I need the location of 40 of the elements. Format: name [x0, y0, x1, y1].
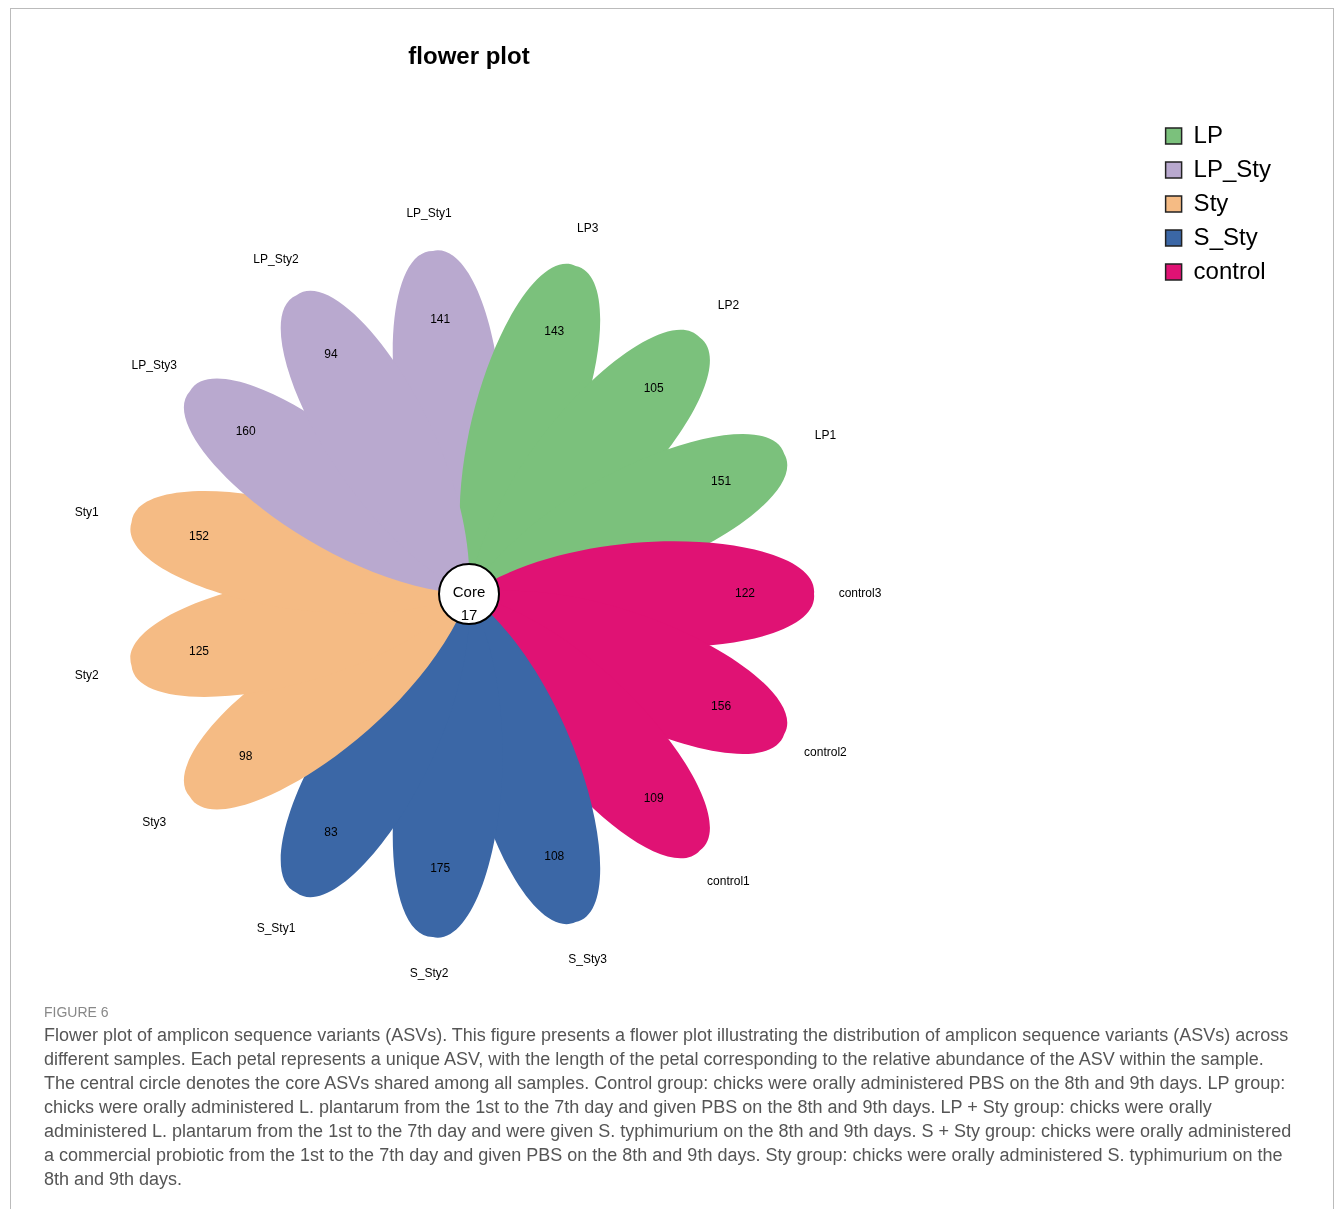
category-label: LP2 — [717, 298, 740, 313]
category-label: S_Sty2 — [409, 966, 449, 981]
data-label: 151 — [711, 474, 732, 489]
category-label: LP_Sty1 — [406, 206, 453, 221]
data-label: 156 — [711, 698, 732, 713]
category-label: LP3 — [577, 221, 599, 236]
category-label: Sty3 — [142, 815, 167, 830]
data-label: 94 — [324, 347, 338, 362]
data-label: 160 — [235, 424, 257, 439]
text: 17 — [460, 606, 478, 624]
caption: FIGURE 6 — [44, 1004, 109, 1020]
legend-label: Sty — [1193, 188, 1229, 216]
data-label: 122 — [734, 586, 756, 601]
data-label: 152 — [189, 528, 210, 543]
data-label: 108 — [544, 848, 565, 863]
category-label: Sty2 — [74, 667, 100, 682]
category-label: control2 — [804, 744, 848, 759]
category-label: Sty1 — [74, 505, 100, 520]
category-label: LP_Sty3 — [131, 357, 178, 372]
text: Flower plot of amplicon sequence variants (ASVs). This figure presents a flower plot illustrating the distribution of amplicon sequence variants (ASVs) across different samples. Each petal represents a unique ASV, with the length of the petal corresponding to the relative abundance of the ASV within the sample. The central circle denotes the core ASVs shared among all samples. Control group: chicks were orally administered PBS on the 8th and 9th days. LP group: chicks were orally administered L. plantarum from the 1st to the 7th day and given PBS on the 8th and 9th days. LP + Sty group: chicks were orally administered L. plantarum from the 1st to the 7th day and were given S. typhimurium on the 8th and 9th days. S + Sty group: chicks were orally administered a commercial probiotic from the 1st to the 7th day and given PBS on the 8th and 9th days. Sty group: chicks were orally administered S. typhimurium on the 8th and 9th days. — [44, 1024, 1293, 1191]
text: flower plot — [408, 41, 530, 69]
category-label: control1 — [707, 874, 751, 889]
text: Core — [452, 583, 486, 601]
category-label: LP_Sty2 — [253, 252, 299, 267]
category-label: control3 — [838, 586, 882, 601]
legend-label: LP — [1193, 120, 1223, 148]
legend-label: S_Sty — [1193, 222, 1258, 250]
category-label: LP1 — [814, 427, 837, 442]
legend-label: control — [1193, 256, 1266, 284]
data-label: 105 — [643, 381, 665, 396]
data-label: 143 — [544, 323, 565, 338]
category-label: S_Sty3 — [568, 951, 608, 966]
data-label: 125 — [189, 643, 210, 658]
legend-label: LP_Sty — [1193, 154, 1272, 182]
data-label: 98 — [239, 748, 253, 763]
data-label: 109 — [643, 791, 665, 806]
category-label: S_Sty1 — [256, 920, 296, 935]
data-label: 83 — [324, 825, 338, 840]
data-label: 175 — [430, 860, 451, 875]
data-label: 141 — [430, 311, 451, 326]
